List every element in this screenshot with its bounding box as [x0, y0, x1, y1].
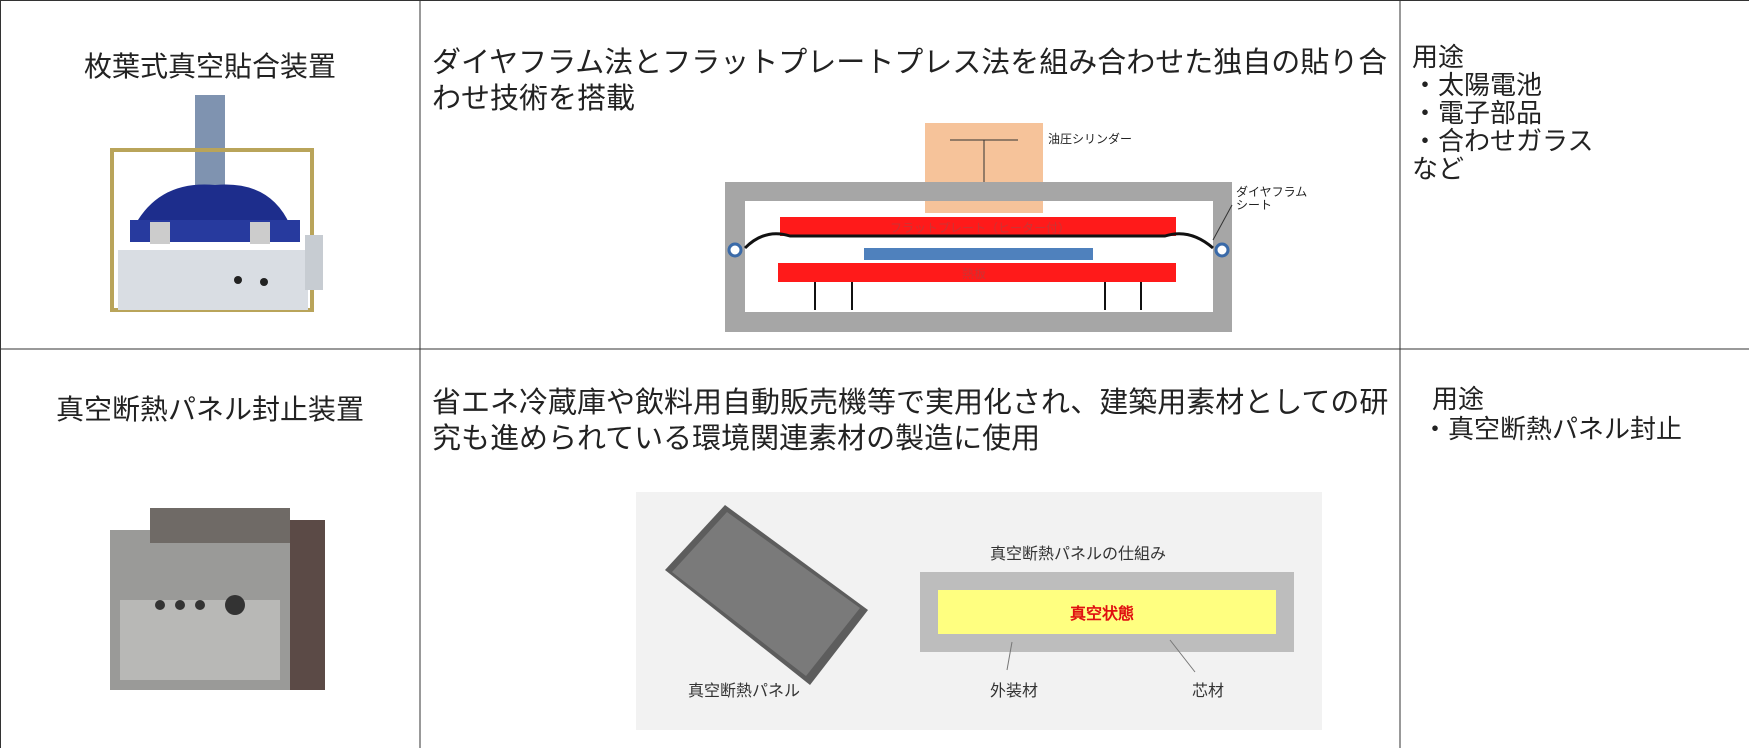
machine-photo	[110, 508, 325, 690]
diagram-label: 外装材	[990, 681, 1039, 700]
usage-item: ・電子部品	[1412, 99, 1543, 129]
lamination-diagram	[725, 123, 1233, 332]
panel-diagram	[636, 492, 1322, 730]
diagram-label: 真空断熱パネル	[688, 681, 801, 700]
row-name: 枚葉式真空貼合装置	[83, 50, 336, 83]
usage-item: ・合わせガラス	[1412, 127, 1594, 157]
diagram-label: ダイヤフラム シート	[1236, 185, 1308, 212]
machine-photo	[110, 95, 323, 312]
diagram-label: 芯材	[1192, 681, 1225, 700]
usage-label: 用途	[1432, 385, 1485, 415]
usage-item: ・真空断熱パネル封止	[1422, 415, 1683, 445]
diagram-label: 熱板	[962, 267, 987, 281]
row-name: 真空断熱パネル封止装置	[55, 393, 364, 426]
row-description: 省エネ冷蔵庫や飲料用自動販売機等で実用化され、建築用素材としての研究も進められて…	[432, 385, 1389, 455]
row-description: ダイヤフラム法とフラットプレートプレス法を組み合わせた独自の貼り合わせ技術を搭載	[432, 45, 1388, 115]
usage-item: ・太陽電池	[1412, 71, 1543, 101]
diagram-label: 油圧シリンダー	[1048, 132, 1133, 146]
usage-suffix: など	[1412, 155, 1465, 185]
diagram-label: 真空状態	[1070, 604, 1135, 623]
diagram-label: フラットプレート（ヒーター付）	[890, 221, 1071, 235]
usage-label: 用途	[1412, 43, 1465, 73]
diagram-title: 真空断熱パネルの仕組み	[990, 544, 1167, 563]
